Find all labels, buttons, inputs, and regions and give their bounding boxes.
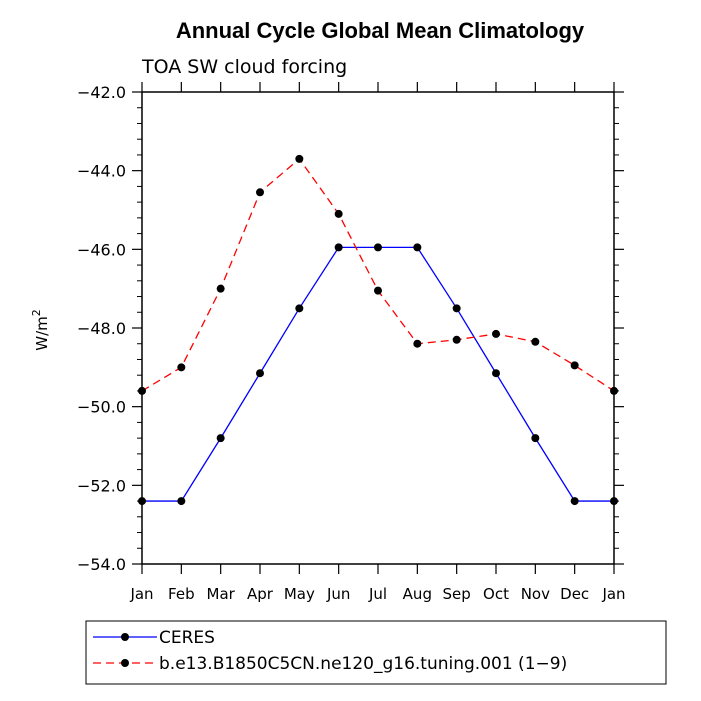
x-tick-label: Jun	[326, 585, 350, 603]
y-axis-label-superscript: 2	[30, 309, 43, 316]
data-point	[374, 243, 382, 252]
series-2	[138, 154, 618, 395]
y-tick-label: −46.0	[77, 240, 126, 259]
chart-subtitle: TOA SW cloud forcing	[141, 56, 347, 78]
data-point	[256, 188, 264, 197]
data-point	[295, 154, 304, 163]
data-point	[492, 329, 500, 338]
data-point	[177, 497, 186, 506]
legend-box	[85, 620, 667, 685]
data-point	[177, 363, 186, 372]
x-tick-label: Sep	[443, 585, 471, 603]
x-tick-label: Jan	[129, 585, 153, 603]
y-tick-label: −42.0	[77, 83, 126, 102]
data-point	[452, 335, 461, 344]
data-point	[138, 497, 146, 506]
axis-ticks	[132, 82, 624, 574]
legend-label: CERES	[159, 628, 215, 648]
data-point	[216, 284, 225, 293]
data-point	[531, 337, 540, 346]
legend: CERES b.e13.B1850C5CN.ne120_g16.tuning.00…	[85, 620, 667, 685]
data-point	[413, 243, 422, 252]
data-point	[413, 339, 422, 348]
data-point	[452, 304, 461, 313]
data-point	[610, 386, 618, 395]
series-layer	[138, 154, 618, 506]
data-point	[334, 243, 343, 252]
legend-marker	[121, 633, 129, 641]
legend-label: b.e13.B1850C5CN.ne120_g16.tuning.001 (1−…	[159, 654, 567, 674]
y-tick-label: −54.0	[77, 555, 126, 574]
data-point	[610, 497, 618, 506]
y-tick-label: −50.0	[77, 398, 126, 417]
y-axis-label-text: W/m	[33, 316, 51, 351]
legend-entries: CERES b.e13.B1850C5CN.ne120_g16.tuning.00…	[93, 628, 567, 674]
svg-text:W/m2: W/m2	[30, 309, 51, 351]
y-axis-label: W/m2	[30, 309, 51, 351]
x-tick-label: Aug	[403, 585, 432, 603]
series-line	[142, 246, 614, 502]
data-point	[138, 386, 146, 395]
data-point	[295, 304, 304, 313]
legend-entry: b.e13.B1850C5CN.ne120_g16.tuning.001 (1−…	[93, 654, 567, 674]
x-tick-label: Jan	[601, 585, 625, 603]
x-tick-label: Nov	[521, 585, 550, 603]
x-tick-label: Apr	[247, 585, 274, 603]
data-point	[570, 361, 579, 370]
data-point	[374, 286, 382, 295]
chart-title: Annual Cycle Global Mean Climatology	[176, 18, 585, 43]
x-tick-labels: Jan Feb Mar Apr May Jun Jul Aug Sep Oct Nov Dec Jan	[129, 585, 625, 603]
x-tick-label: Mar	[207, 585, 236, 603]
data-point	[570, 497, 579, 506]
data-point	[334, 209, 343, 218]
y-tick-label: −52.0	[77, 476, 126, 495]
series-line	[141, 157, 615, 392]
x-tick-label: Dec	[560, 585, 589, 603]
plot-frame	[141, 91, 615, 565]
x-tick-label: Feb	[168, 585, 195, 603]
data-point	[492, 369, 500, 378]
y-tick-label: −48.0	[77, 319, 126, 338]
x-tick-label: May	[284, 585, 315, 603]
legend-entry: CERES	[93, 628, 215, 648]
y-tick-label: −44.0	[77, 162, 126, 181]
x-tick-label: Oct	[483, 585, 509, 603]
legend-marker	[121, 659, 129, 667]
data-point	[216, 434, 225, 443]
y-tick-labels: −54.0 −52.0 −50.0 −48.0 −46.0 −44.0 −42.0	[77, 83, 126, 574]
data-point	[256, 369, 264, 378]
data-point	[531, 434, 540, 443]
series-1	[138, 243, 618, 506]
x-tick-label: Jul	[368, 585, 387, 603]
